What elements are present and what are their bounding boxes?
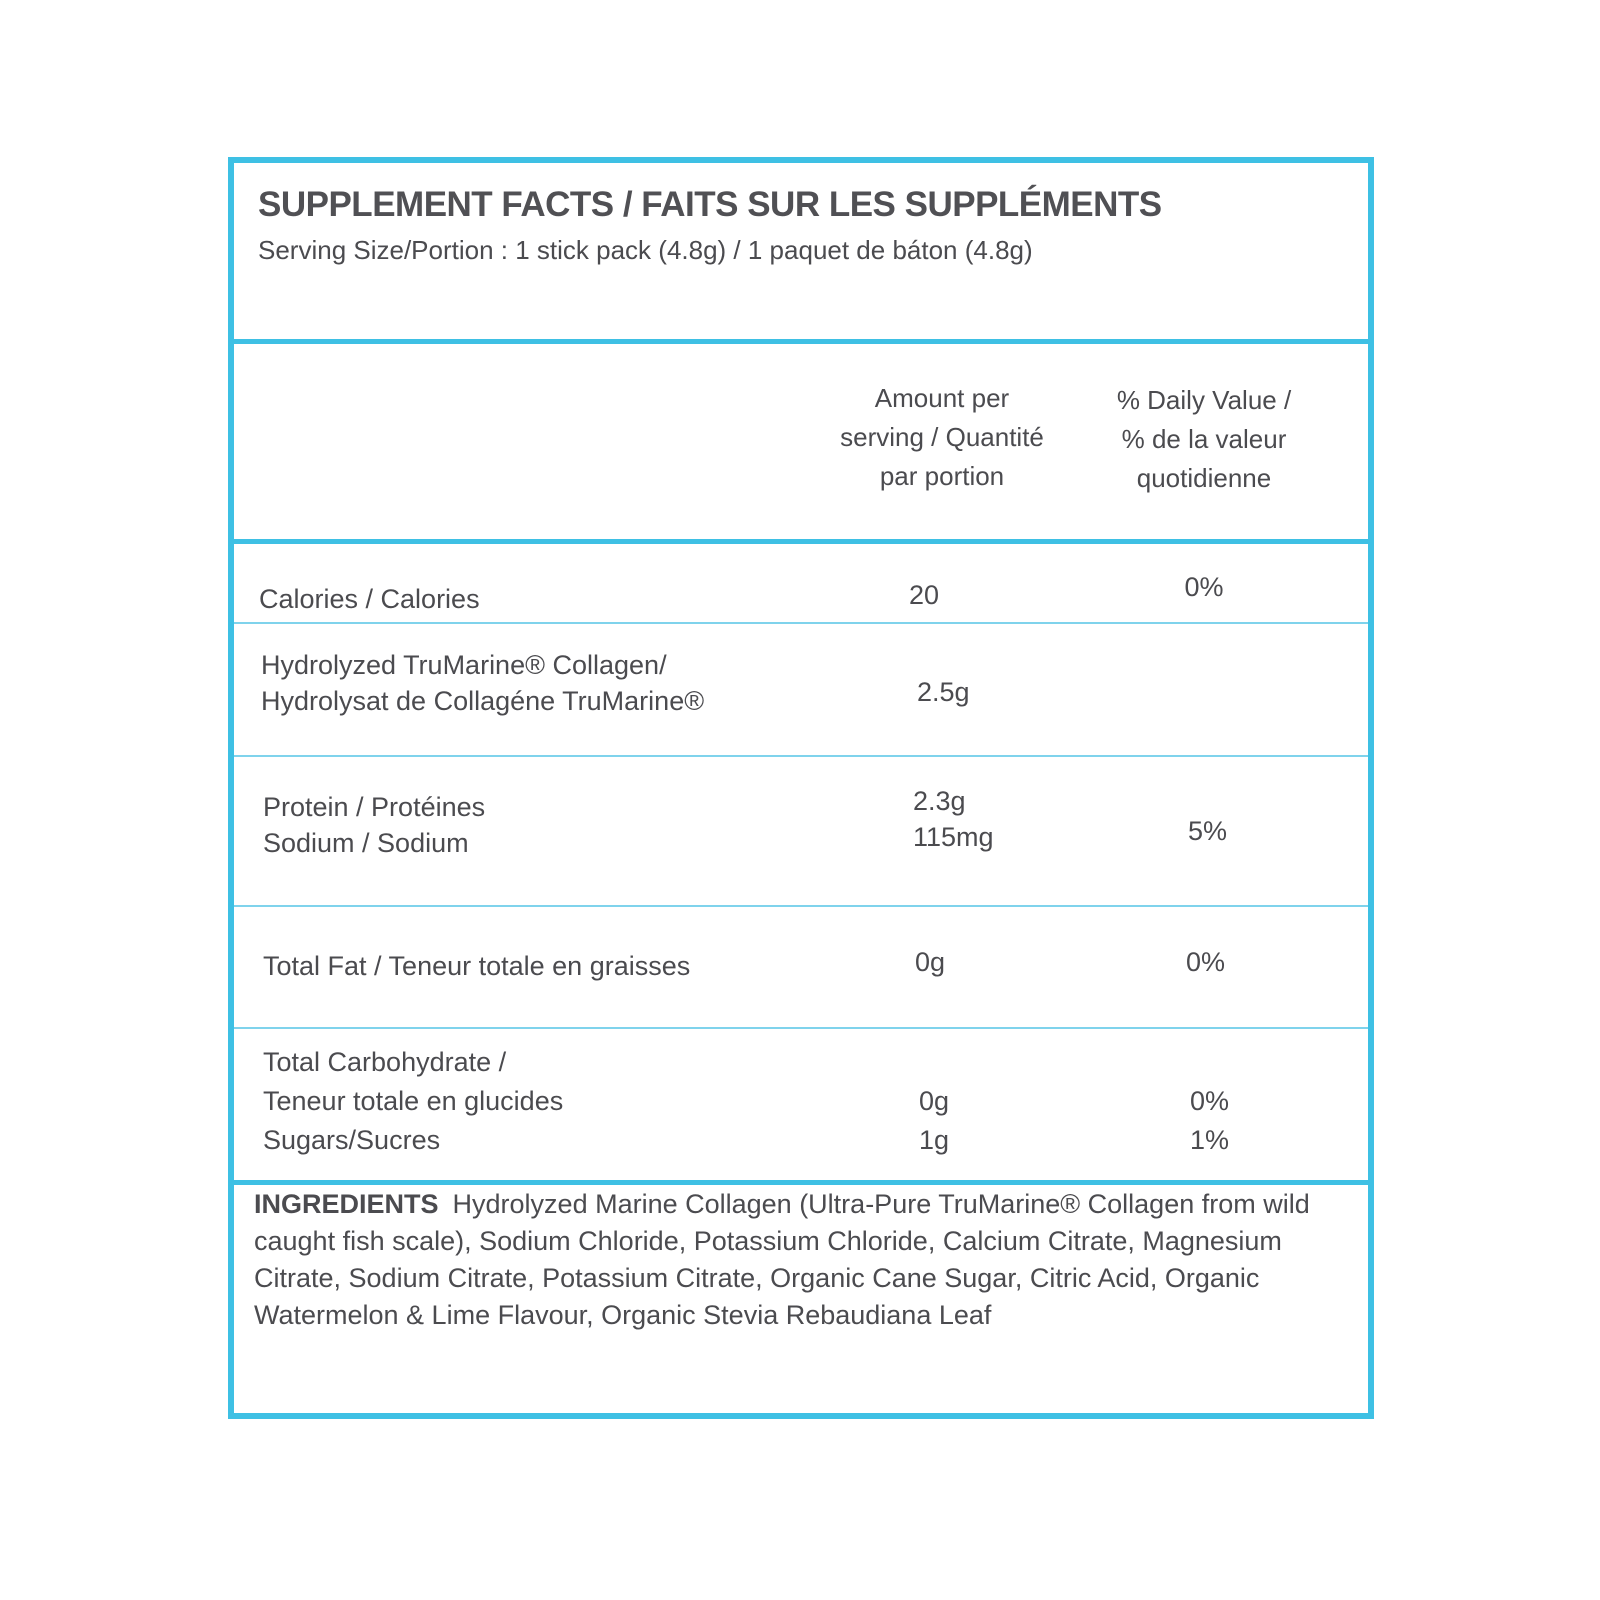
row-dv-total-fat: 0% [1186,947,1226,977]
label-line: Hydrolyzed TruMarine® Collagen/ [261,650,667,680]
row-label-protein-sodium: Protein / Protéines Sodium / Sodium [263,789,485,861]
label-line: Teneur totale en glucides [263,1086,564,1116]
label-line: Sugars/Sucres [263,1125,441,1155]
row-amount-carbohydrate: 0g 1g [919,1082,949,1160]
label-line: Hydrolysat de Collagéne TruMarine® [261,686,705,716]
serving-size: Serving Size/Portion : 1 stick pack (4.8… [258,235,1033,265]
label-line: Protein / Protéines [263,792,486,822]
header-line: % de la valeur [1121,424,1287,454]
amount-line: 0g [919,1086,950,1116]
dv-line: 1% [1190,1125,1230,1155]
header-line: % Daily Value / [1116,385,1292,415]
header-line: serving / Quantité [840,422,1044,452]
row-divider [234,755,1368,757]
row-label-carbohydrate: Total Carbohydrate / Teneur totale en gl… [263,1043,563,1160]
row-divider [234,905,1368,907]
row-divider [234,622,1368,624]
divider [234,339,1368,344]
panel-title: SUPPLEMENT FACTS / FAITS SUR LES SUPPLÉM… [258,185,1162,224]
label-line: Total Carbohydrate / [263,1047,507,1077]
row-dv-carbohydrate: 0% 1% [1190,1082,1229,1160]
row-divider [234,1027,1368,1029]
row-amount-calories: 20 [908,580,940,610]
row-amount-total-fat: 0g [915,947,946,977]
row-dv-calories: 0% [1184,572,1224,602]
row-label-collagen: Hydrolyzed TruMarine® Collagen/ Hydrolys… [261,647,704,719]
amount-column-header: Amount per serving / Quantité par portio… [804,379,1080,496]
ingredients-heading: INGREDIENTS [254,1189,439,1219]
ingredients-text: Hydrolyzed Marine Collagen (Ultra-Pure T… [254,1189,1310,1330]
row-amount-collagen: 2.5g [917,677,970,707]
row-label-calories: Calories / Calories [259,584,480,614]
row-label-total-fat: Total Fat / Teneur totale en graisses [263,951,691,981]
row-amount-protein-sodium: 2.3g 115mg [913,783,994,855]
row-dv-protein-sodium: 5% [1188,816,1228,846]
header-line: par portion [879,461,1005,491]
amount-line: 115mg [913,822,994,852]
divider [234,539,1368,544]
header-line: quotidienne [1136,463,1272,493]
ingredients: INGREDIENTS Hydrolyzed Marine Collagen (U… [254,1186,1344,1334]
supplement-facts-panel: SUPPLEMENT FACTS / FAITS SUR LES SUPPLÉM… [228,157,1374,1419]
dv-line: 0% [1190,1086,1230,1116]
label-line: Sodium / Sodium [263,828,469,858]
amount-line: 2.3g [913,786,966,816]
header-line: Amount per [874,383,1010,413]
divider [234,1180,1368,1185]
daily-value-column-header: % Daily Value / % de la valeur quotidien… [1064,381,1344,498]
amount-line: 1g [919,1125,950,1155]
